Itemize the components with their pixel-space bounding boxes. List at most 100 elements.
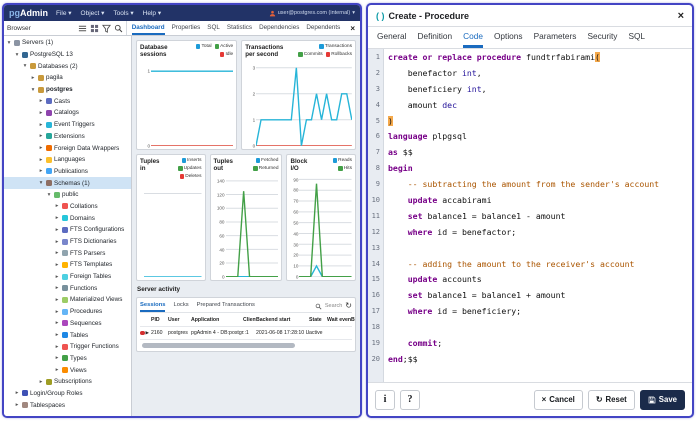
code-line[interactable]: 14 -- adding the amount to the receiver'…	[368, 255, 692, 272]
tree-item-catalogs[interactable]: ▸ Catalogs	[4, 107, 131, 119]
tree-item-trigger-functions[interactable]: ▸ Trigger Functions	[4, 341, 131, 353]
expand-arrow-icon[interactable]: ▸	[55, 308, 59, 315]
activity-tab-locks[interactable]: Locks	[173, 302, 189, 308]
search-icon[interactable]	[114, 24, 123, 33]
menu-help[interactable]: Help ▾	[142, 10, 162, 17]
expand-arrow-icon[interactable]: ▸	[55, 215, 59, 222]
grid-icon[interactable]	[90, 24, 99, 33]
code-line[interactable]: 13	[368, 239, 692, 256]
tree-item-postgres[interactable]: ▾ postgres	[4, 84, 131, 96]
tree-item-casts[interactable]: ▸ Casts	[4, 95, 131, 107]
menu-file[interactable]: File ▾	[56, 10, 72, 17]
collapse-arrow-icon[interactable]: ▾	[15, 51, 19, 58]
expand-arrow-icon[interactable]: ▸	[39, 133, 43, 140]
cancel-button[interactable]: × Cancel	[533, 389, 583, 410]
code-line[interactable]: 7 as $$	[368, 144, 692, 161]
tree-item-foreign-tables[interactable]: ▸ Foreign Tables	[4, 271, 131, 283]
tree-item-tablespaces[interactable]: ▸ Tablespaces	[4, 399, 131, 411]
collapse-arrow-icon[interactable]: ▾	[47, 191, 51, 198]
dialog-tab-sql[interactable]: SQL	[628, 31, 646, 41]
filter-icon[interactable]	[101, 24, 111, 33]
tree-item-materialized-views[interactable]: ▸ Materialized Views	[4, 294, 131, 306]
dialog-tab-parameters[interactable]: Parameters	[533, 31, 577, 41]
expand-arrow-icon[interactable]: ▸	[55, 296, 59, 303]
expand-arrow-icon[interactable]: ▸	[55, 261, 59, 268]
tree-item-types[interactable]: ▸ Types	[4, 353, 131, 365]
tree-item-schemas-1[interactable]: ▾ Schemas (1)	[4, 177, 131, 189]
activity-tab-prepared-transactions[interactable]: Prepared Transactions	[196, 302, 255, 308]
tree-item-collations[interactable]: ▸ Collations	[4, 201, 131, 213]
expand-arrow-icon[interactable]: ▸	[39, 156, 43, 163]
save-button[interactable]: Save	[639, 389, 685, 410]
expand-arrow-icon[interactable]: ▸	[55, 320, 59, 327]
tree-item-public[interactable]: ▾ public	[4, 189, 131, 201]
code-line[interactable]: 2 benefactor int,	[368, 64, 692, 81]
code-line[interactable]: 5)	[368, 112, 692, 129]
tree-item-tables[interactable]: ▸ Tables	[4, 329, 131, 341]
code-line[interactable]: 12 where id = benefactor;	[368, 223, 692, 240]
code-line[interactable]: 1 create or replace procedure fundtrfabir…	[368, 49, 692, 65]
expand-arrow-icon[interactable]: ▸	[55, 332, 59, 339]
code-line[interactable]: 11 set balance1 = balance1 - amount	[368, 207, 692, 224]
tab-dependents[interactable]: Dependents	[306, 23, 341, 31]
tree-item-login-group-roles[interactable]: ▸ Login/Group Roles	[4, 388, 131, 400]
tree-item-servers-1[interactable]: ▾ Servers (1)	[4, 37, 131, 49]
expand-arrow-icon[interactable]: ▸	[15, 390, 19, 397]
tree-item-extensions[interactable]: ▸ Extensions	[4, 131, 131, 143]
code-line[interactable]: 18	[368, 319, 692, 336]
panel-close-icon[interactable]: ×	[350, 23, 355, 33]
close-icon[interactable]: ×	[677, 9, 684, 22]
collapse-arrow-icon[interactable]: ▾	[31, 86, 35, 93]
code-line[interactable]: 4 amount dec	[368, 96, 692, 113]
expand-arrow-icon[interactable]: ▸	[55, 250, 59, 257]
tree-item-foreign-data-wrappers[interactable]: ▸ Foreign Data Wrappers	[4, 142, 131, 154]
tab-statistics[interactable]: Statistics	[226, 23, 253, 31]
code-line[interactable]: 9 -- subtracting the amount from the sen…	[368, 176, 692, 193]
help-button[interactable]: ?	[400, 389, 420, 410]
tree-item-pagila[interactable]: ▸ pagila	[4, 72, 131, 84]
expand-arrow-icon[interactable]: ▸	[55, 285, 59, 292]
tab-properties[interactable]: Properties	[171, 23, 201, 31]
tree-item-event-triggers[interactable]: ▸ Event Triggers	[4, 119, 131, 131]
tree-item-postgresql-13[interactable]: ▾ PostgreSQL 13	[4, 49, 131, 61]
expand-arrow-icon[interactable]: ▸	[55, 367, 59, 374]
expand-arrow-icon[interactable]: ▸	[55, 343, 59, 350]
dialog-tab-code[interactable]: Code	[463, 27, 483, 48]
dialog-tab-general[interactable]: General	[377, 31, 407, 41]
expand-arrow-icon[interactable]: ▸	[55, 238, 59, 245]
tree-item-sequences[interactable]: ▸ Sequences	[4, 318, 131, 330]
expand-arrow-icon[interactable]: ▸	[39, 121, 43, 128]
tree-item-subscriptions[interactable]: ▸ Subscriptions	[4, 376, 131, 388]
menu-object[interactable]: Object ▾	[80, 10, 105, 17]
dialog-tab-options[interactable]: Options	[493, 31, 523, 41]
tree-item-procedures[interactable]: ▸ Procedures	[4, 306, 131, 318]
code-line[interactable]: 16 set balance1 = balance1 + amount	[368, 287, 692, 304]
code-line[interactable]: 20 end;$$	[368, 350, 692, 367]
expand-arrow-icon[interactable]: ▸	[31, 74, 35, 81]
expand-arrow-icon[interactable]: ▸	[55, 273, 59, 280]
horizontal-scrollbar[interactable]	[142, 343, 295, 348]
activity-tab-sessions[interactable]: Sessions	[140, 300, 166, 312]
code-line[interactable]: 17 where id = beneficiery;	[368, 303, 692, 320]
expand-arrow-icon[interactable]: ▸	[39, 145, 43, 152]
dialog-tab-security[interactable]: Security	[587, 31, 618, 41]
menu-tools[interactable]: Tools ▾	[113, 10, 134, 17]
expand-arrow-icon[interactable]: ▸	[55, 226, 59, 233]
tree-item-fts-dictionaries[interactable]: ▸ FTS Dictionaries	[4, 236, 131, 248]
tree-item-databases-2[interactable]: ▾ Databases (2)	[4, 60, 131, 72]
expand-arrow-icon[interactable]: ▸	[55, 355, 59, 362]
expand-arrow-icon[interactable]: ▸	[39, 98, 43, 105]
code-editor[interactable]: 1 create or replace procedure fundtrfabir…	[368, 49, 692, 382]
expand-row-icon[interactable]: ▶	[145, 330, 149, 335]
dialog-tab-definition[interactable]: Definition	[417, 31, 453, 41]
reset-button[interactable]: ↻ Reset	[587, 389, 635, 410]
user-menu[interactable]: user@postgres.com (internal) ▾	[269, 10, 355, 17]
code-line[interactable]: 6 language plpgsql	[368, 128, 692, 145]
code-line[interactable]: 3 beneficiery int,	[368, 80, 692, 97]
tree-item-languages[interactable]: ▸ Languages	[4, 154, 131, 166]
tree-item-views[interactable]: ▸ Views	[4, 364, 131, 376]
code-line[interactable]: 10 update accabirami	[368, 192, 692, 208]
code-line[interactable]: 15 update accounts	[368, 271, 692, 288]
tree-item-domains[interactable]: ▸ Domains	[4, 212, 131, 224]
